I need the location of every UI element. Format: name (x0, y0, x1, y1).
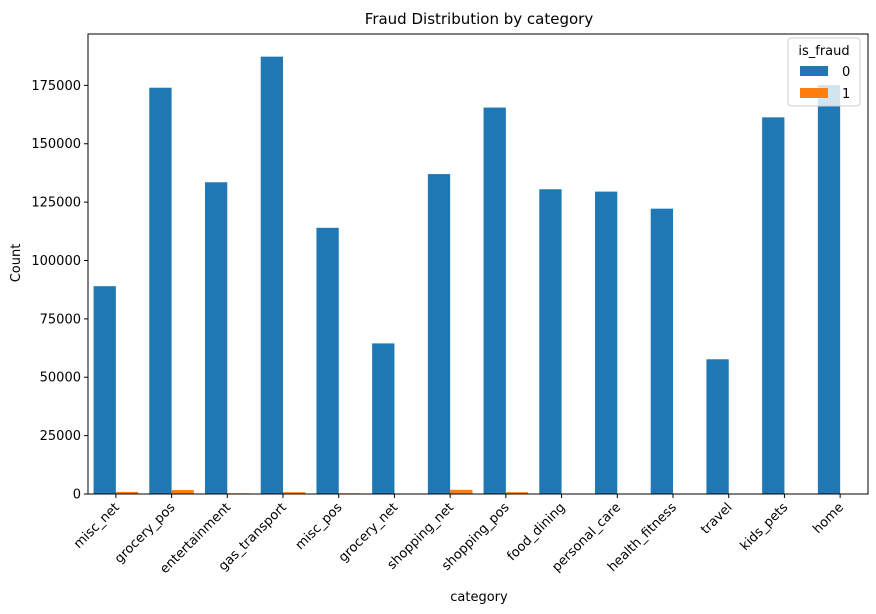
bar-misc_net-series-0 (93, 286, 116, 494)
x-tick-label: misc_net (71, 500, 123, 552)
bar-grocery_pos-series-1 (171, 490, 194, 494)
bar-shopping_pos-series-1 (505, 492, 529, 494)
y-tick-label: 50000 (40, 371, 81, 386)
legend-label-0: 0 (842, 65, 850, 80)
x-tick-label: misc_pos (293, 500, 346, 553)
bar-health_fitness-series-0 (650, 208, 673, 494)
y-tick-label: 100000 (31, 254, 81, 269)
legend: is_fraud 0 1 (787, 37, 861, 107)
bar-kids_pets-series-0 (762, 117, 785, 495)
bar-shopping_net-series-1 (450, 489, 473, 494)
bar-misc_net-series-1 (115, 491, 139, 494)
x-tick-label: kids_pets (738, 500, 792, 554)
y-axis-label: Count (9, 244, 24, 283)
bar-gas_transport-series-0 (260, 56, 283, 495)
plot-area: 0 25000 50000 75000 100000 125000 150000 175000… (31, 33, 869, 577)
bar-shopping_pos-series-0 (483, 107, 506, 495)
chart-title: Fraud Distribution by category (365, 10, 594, 28)
y-tick-label: 25000 (40, 429, 81, 444)
x-tick-label: travel (698, 500, 735, 537)
legend-label-1: 1 (842, 87, 850, 102)
y-tick-label: 75000 (40, 312, 81, 327)
legend-swatch-1 (800, 88, 828, 98)
bar-shopping_net-series-0 (427, 174, 451, 494)
bar-gas_transport-series-1 (283, 492, 306, 494)
y-tick-label: 0 (73, 488, 81, 503)
bar-home-series-0 (817, 85, 841, 494)
bar-personal_care-series-0 (595, 191, 618, 495)
bar-travel-series-0 (706, 359, 729, 494)
legend-swatch-0 (800, 66, 828, 76)
x-tick-label: home (810, 500, 847, 537)
bar-misc_pos-series-0 (316, 227, 339, 494)
x-axis-label: category (450, 590, 508, 605)
y-tick-label: 150000 (31, 137, 81, 152)
bar-food_dining-series-0 (539, 189, 562, 494)
bar-entertainment-series-0 (205, 182, 228, 494)
plot-frame (87, 33, 869, 495)
bar-grocery_pos-series-0 (149, 87, 172, 495)
legend-title: is_fraud (798, 44, 849, 59)
y-tick-label: 125000 (31, 196, 81, 211)
bar-grocery_net-series-0 (372, 343, 395, 494)
y-tick-label: 175000 (31, 79, 81, 94)
